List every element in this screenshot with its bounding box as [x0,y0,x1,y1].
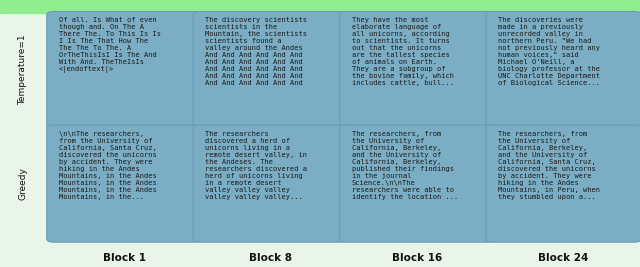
Text: Greedy: Greedy [19,167,28,200]
Text: The researchers, from
the University of
California, Berkeley,
and the University: The researchers, from the University of … [352,131,458,200]
Text: \n\nThe researchers,
from the University of
California, Santa Cruz,
discovered t: \n\nThe researchers, from the University… [59,131,157,200]
FancyBboxPatch shape [486,125,640,242]
Text: Block 24: Block 24 [538,253,589,263]
FancyBboxPatch shape [339,125,495,242]
Text: Of all. Is What of even
though and. On The A
There The. To This Is Is
I Is The T: Of all. Is What of even though and. On T… [59,17,161,73]
Text: Block 16: Block 16 [392,253,442,263]
Text: The researchers, from
the University of
California, Berkeley,
and the University: The researchers, from the University of … [498,131,600,200]
FancyBboxPatch shape [193,11,349,129]
Text: Block 1: Block 1 [103,253,146,263]
FancyBboxPatch shape [47,11,202,129]
Text: Temperature=1: Temperature=1 [19,35,28,105]
FancyBboxPatch shape [47,125,202,242]
Text: The researchers
discovered a herd of
unicorns living in a
remote desert valley, : The researchers discovered a herd of uni… [205,131,307,200]
Text: The discoveries were
made in a previously
unrecorded valley in
northern Peru. "W: The discoveries were made in a previousl… [498,17,600,86]
FancyBboxPatch shape [339,11,495,129]
FancyBboxPatch shape [0,0,640,14]
FancyBboxPatch shape [193,125,349,242]
Text: They have the most
elaborate language of
all unicorns, according
to scientists. : They have the most elaborate language of… [352,17,454,86]
FancyBboxPatch shape [486,11,640,129]
Text: The discovery scientists
scientists in the
Mountain, the scientists
scientists f: The discovery scientists scientists in t… [205,17,307,86]
Text: Block 8: Block 8 [250,253,292,263]
